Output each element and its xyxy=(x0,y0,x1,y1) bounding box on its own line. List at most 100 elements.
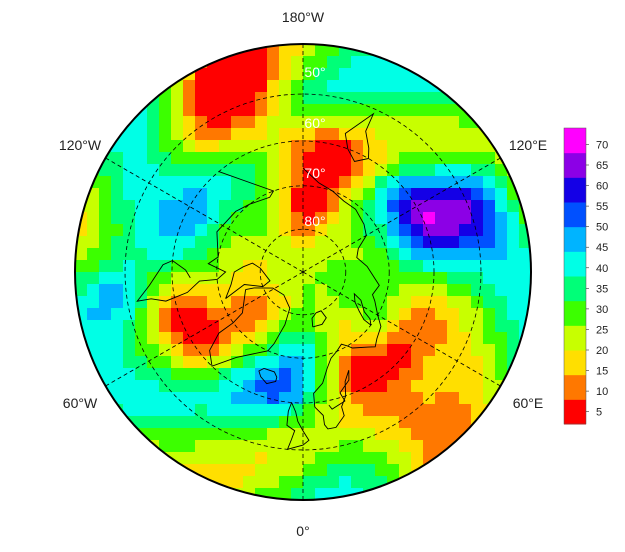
field-cell xyxy=(267,476,280,489)
field-cell xyxy=(399,176,412,189)
field-cell xyxy=(159,416,172,429)
field-cell xyxy=(339,116,352,129)
field-cell xyxy=(183,296,196,309)
field-cell xyxy=(159,248,172,261)
field-cell xyxy=(339,272,352,285)
field-cell xyxy=(183,440,196,453)
field-cell xyxy=(351,332,364,345)
field-cell xyxy=(327,428,340,441)
field-cell xyxy=(315,116,328,129)
field-cell xyxy=(519,248,531,261)
field-cell xyxy=(231,308,244,321)
field-cell xyxy=(207,380,220,393)
field-cell xyxy=(135,296,148,309)
field-cell xyxy=(243,92,256,105)
field-cell xyxy=(435,236,448,249)
field-cell xyxy=(303,296,316,309)
field-cell xyxy=(363,356,376,369)
field-cell xyxy=(375,284,388,297)
field-cell xyxy=(519,188,531,201)
field-cell xyxy=(219,212,232,225)
field-cell xyxy=(231,164,244,177)
field-cell xyxy=(339,284,352,297)
field-cell xyxy=(159,164,172,177)
field-cell xyxy=(375,428,388,441)
colorbar-gradient xyxy=(564,128,586,425)
field-cell xyxy=(363,308,376,321)
field-cell xyxy=(171,392,184,405)
field-cell xyxy=(291,164,304,177)
field-cell xyxy=(303,104,316,117)
field-cell xyxy=(351,452,364,465)
field-cell xyxy=(399,332,412,345)
field-cell xyxy=(291,212,304,225)
field-cell xyxy=(387,332,400,345)
field-cell xyxy=(447,236,460,249)
field-cell xyxy=(183,344,196,357)
field-cell xyxy=(375,116,388,129)
field-cell xyxy=(159,308,172,321)
field-cell xyxy=(267,56,280,69)
field-cell xyxy=(435,140,448,153)
field-cell xyxy=(447,248,460,261)
field-cell xyxy=(87,296,100,309)
field-cell xyxy=(219,80,232,93)
field-cell xyxy=(423,428,436,441)
field-cell xyxy=(147,404,160,417)
field-cell xyxy=(435,164,448,177)
field-cell xyxy=(219,200,232,213)
colorbar-swatch xyxy=(564,374,586,400)
field-cell xyxy=(327,344,340,357)
field-cell xyxy=(159,140,172,153)
field-cell xyxy=(495,236,508,249)
field-cell xyxy=(207,68,220,81)
field-cell xyxy=(75,356,88,369)
field-cell xyxy=(411,116,424,129)
field-cell xyxy=(435,188,448,201)
field-cell xyxy=(315,260,328,273)
field-cell xyxy=(255,476,268,489)
field-cell xyxy=(303,404,316,417)
field-cell xyxy=(231,56,244,69)
field-cell xyxy=(255,284,268,297)
field-cell xyxy=(315,272,328,285)
field-cell xyxy=(483,116,496,129)
meridian-line xyxy=(302,157,501,273)
lon-label-120w: 120°W xyxy=(59,137,102,153)
field-cell xyxy=(243,356,256,369)
field-cell xyxy=(315,404,328,417)
field-cell xyxy=(267,440,280,453)
field-cell xyxy=(159,236,172,249)
field-cell xyxy=(375,452,388,465)
field-cell xyxy=(243,380,256,393)
field-cell xyxy=(219,296,232,309)
field-cell xyxy=(423,188,436,201)
field-cell xyxy=(147,392,160,405)
field-cell xyxy=(435,332,448,345)
field-cell xyxy=(495,344,508,357)
field-cell xyxy=(279,320,292,333)
field-cell xyxy=(387,416,400,429)
field-cell xyxy=(315,488,328,500)
field-cell xyxy=(291,236,304,249)
field-cell xyxy=(471,296,484,309)
field-cell xyxy=(195,320,208,333)
field-cell xyxy=(399,356,412,369)
field-cell xyxy=(243,68,256,81)
colorbar-tick-label: 40 xyxy=(596,263,608,275)
field-cell xyxy=(123,260,136,273)
field-cell xyxy=(219,392,232,405)
field-cell xyxy=(327,308,340,321)
field-cell xyxy=(507,308,520,321)
field-cell xyxy=(147,272,160,285)
field-cell xyxy=(279,356,292,369)
field-cell xyxy=(195,188,208,201)
coastline xyxy=(353,292,372,326)
field-cell xyxy=(339,152,352,165)
field-cell xyxy=(135,332,148,345)
field-cell xyxy=(375,236,388,249)
field-cell xyxy=(315,284,328,297)
field-cell xyxy=(183,428,196,441)
field-cell xyxy=(387,260,400,273)
field-cell xyxy=(291,224,304,237)
